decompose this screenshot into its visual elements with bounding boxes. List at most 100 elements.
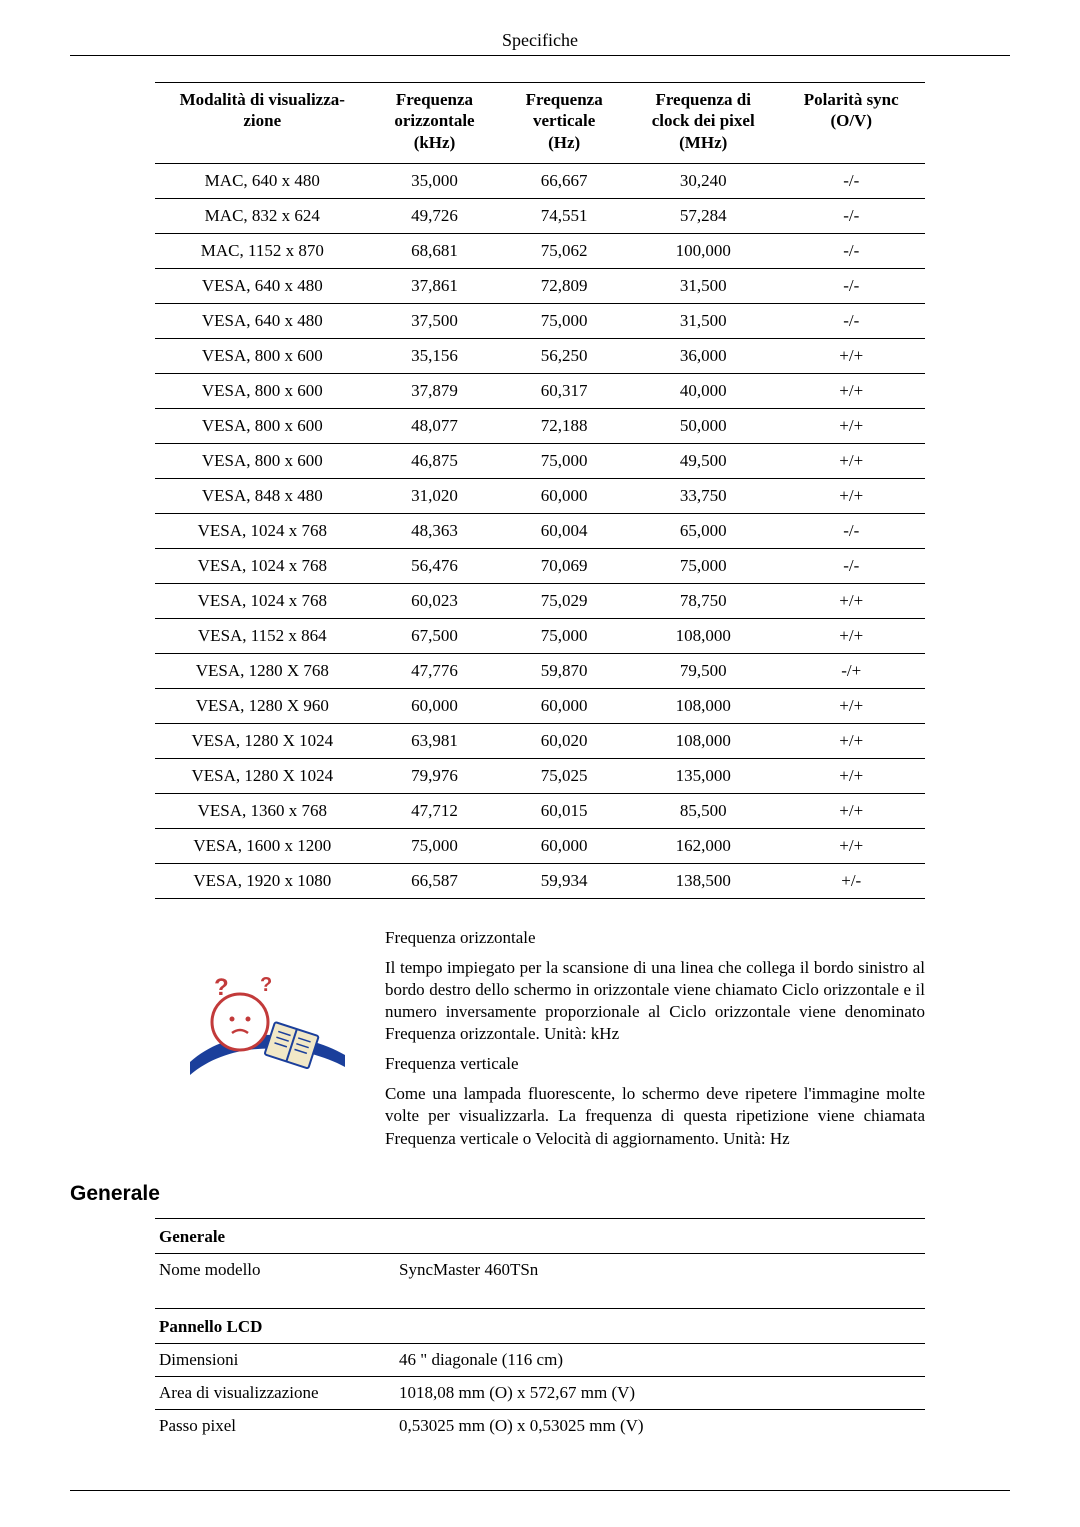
table-header-row: Modalità di visualizza-zione Frequenzaor… (155, 83, 925, 164)
face-icon (212, 994, 268, 1050)
table-cell: 48,363 (370, 513, 500, 548)
table-cell: 35,000 (370, 163, 500, 198)
table-cell: 46,875 (370, 443, 500, 478)
table-cell: -/- (777, 268, 925, 303)
general-spec-table: Generale Nome modello SyncMaster 460TSn … (155, 1218, 925, 1442)
table-cell: 75,025 (499, 758, 629, 793)
timing-modes-table: Modalità di visualizza-zione Frequenzaor… (155, 82, 925, 899)
vfreq-paragraph: Come una lampada fluorescente, lo scherm… (385, 1083, 925, 1149)
table-cell: VESA, 800 x 600 (155, 373, 370, 408)
col-mode: Modalità di visualizza-zione (155, 83, 370, 164)
spec-group-generale: Generale (155, 1218, 925, 1253)
table-row: VESA, 1280 X 96060,00060,000108,000+/+ (155, 688, 925, 723)
table-cell: 49,726 (370, 198, 500, 233)
table-cell: 47,712 (370, 793, 500, 828)
table-row: VESA, 1280 X 102463,98160,020108,000+/+ (155, 723, 925, 758)
table-cell: -/- (777, 233, 925, 268)
table-cell: 79,500 (629, 653, 778, 688)
table-cell: +/+ (777, 618, 925, 653)
table-cell: 31,500 (629, 268, 778, 303)
table-row: MAC, 1152 x 87068,68175,062100,000-/- (155, 233, 925, 268)
spec-row: Area di visualizzazione 1018,08 mm (O) x… (155, 1376, 925, 1409)
table-row: VESA, 1920 x 108066,58759,934138,500+/- (155, 863, 925, 898)
table-cell: 33,750 (629, 478, 778, 513)
table-cell: 31,500 (629, 303, 778, 338)
table-row: MAC, 832 x 62449,72674,55157,284-/- (155, 198, 925, 233)
table-cell: 60,000 (499, 478, 629, 513)
table-cell: +/+ (777, 723, 925, 758)
table-cell: VESA, 1280 X 1024 (155, 723, 370, 758)
table-cell: 67,500 (370, 618, 500, 653)
table-cell: MAC, 1152 x 870 (155, 233, 370, 268)
spec-value: SyncMaster 460TSn (395, 1253, 925, 1286)
table-row: VESA, 1024 x 76856,47670,06975,000-/- (155, 548, 925, 583)
spec-label: Nome modello (155, 1253, 395, 1286)
table-cell: 31,020 (370, 478, 500, 513)
col-vfreq: Frequenzaverticale(Hz) (499, 83, 629, 164)
table-cell: -/- (777, 198, 925, 233)
table-cell: +/+ (777, 583, 925, 618)
table-cell: 56,476 (370, 548, 500, 583)
table-cell: 49,500 (629, 443, 778, 478)
table-cell: 63,981 (370, 723, 500, 758)
table-cell: 40,000 (629, 373, 778, 408)
table-cell: VESA, 800 x 600 (155, 443, 370, 478)
table-cell: 79,976 (370, 758, 500, 793)
table-cell: +/+ (777, 758, 925, 793)
table-row: VESA, 800 x 60048,07772,18850,000+/+ (155, 408, 925, 443)
table-cell: 68,681 (370, 233, 500, 268)
table-cell: VESA, 848 x 480 (155, 478, 370, 513)
explanation-text: Frequenza orizzontale Il tempo impiegato… (375, 927, 925, 1158)
table-cell: 59,934 (499, 863, 629, 898)
table-cell: 135,000 (629, 758, 778, 793)
table-cell: VESA, 800 x 600 (155, 338, 370, 373)
table-cell: 75,062 (499, 233, 629, 268)
table-row: VESA, 848 x 48031,02060,00033,750+/+ (155, 478, 925, 513)
table-cell: 75,029 (499, 583, 629, 618)
table-cell: -/- (777, 163, 925, 198)
table-row: VESA, 1024 x 76860,02375,02978,750+/+ (155, 583, 925, 618)
table-cell: 60,000 (499, 688, 629, 723)
col-pixclock: Frequenza diclock dei pixel(MHz) (629, 83, 778, 164)
table-cell: VESA, 800 x 600 (155, 408, 370, 443)
table-cell: 47,776 (370, 653, 500, 688)
col-polarity: Polarità sync(O/V) (777, 83, 925, 164)
table-cell: 78,750 (629, 583, 778, 618)
info-icon: ? ? (155, 927, 375, 1097)
table-cell: 65,000 (629, 513, 778, 548)
table-cell: VESA, 1920 x 1080 (155, 863, 370, 898)
table-cell: 36,000 (629, 338, 778, 373)
table-cell: 74,551 (499, 198, 629, 233)
table-cell: -/- (777, 548, 925, 583)
table-cell: 60,015 (499, 793, 629, 828)
table-row: VESA, 1600 x 120075,00060,000162,000+/+ (155, 828, 925, 863)
table-cell: +/+ (777, 478, 925, 513)
footer-rule (70, 1490, 1010, 1491)
spec-label: Passo pixel (155, 1409, 395, 1442)
table-cell: 37,861 (370, 268, 500, 303)
table-cell: 72,188 (499, 408, 629, 443)
vfreq-heading: Frequenza verticale (385, 1053, 925, 1075)
spec-row: Dimensioni 46 " diagonale (116 cm) (155, 1343, 925, 1376)
table-cell: MAC, 832 x 624 (155, 198, 370, 233)
table-cell: +/+ (777, 408, 925, 443)
table-cell: +/+ (777, 338, 925, 373)
table-row: VESA, 1360 x 76847,71260,01585,500+/+ (155, 793, 925, 828)
table-cell: VESA, 1280 X 960 (155, 688, 370, 723)
table-cell: +/+ (777, 828, 925, 863)
table-row: VESA, 1152 x 86467,50075,000108,000+/+ (155, 618, 925, 653)
table-cell: VESA, 1024 x 768 (155, 583, 370, 618)
table-cell: 75,000 (499, 618, 629, 653)
table-cell: 60,000 (370, 688, 500, 723)
table-cell: 37,879 (370, 373, 500, 408)
table-cell: 72,809 (499, 268, 629, 303)
table-cell: -/+ (777, 653, 925, 688)
svg-text:?: ? (260, 974, 272, 996)
table-cell: 75,000 (499, 303, 629, 338)
table-cell: VESA, 1600 x 1200 (155, 828, 370, 863)
spec-row: Nome modello SyncMaster 460TSn (155, 1253, 925, 1286)
spec-group-pannello: Pannello LCD (155, 1308, 925, 1343)
table-cell: 37,500 (370, 303, 500, 338)
table-cell: 75,000 (629, 548, 778, 583)
table-cell: VESA, 1024 x 768 (155, 548, 370, 583)
